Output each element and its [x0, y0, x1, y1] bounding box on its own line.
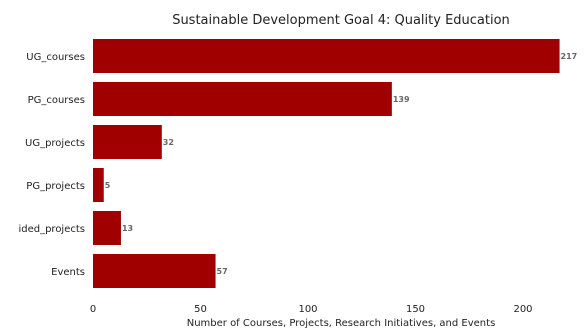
- category-label: PG_projects: [26, 181, 85, 192]
- category-labels-group: UG_courses PG_courses UG_projects PG_projec…: [18, 52, 85, 278]
- chart-title: Sustainable Development Goal 4: Quality …: [172, 13, 510, 28]
- bar-PG_courses: [93, 82, 392, 116]
- x-tick-label: 100: [298, 304, 317, 315]
- bars-group: [93, 39, 560, 288]
- bar-PG_projects: [93, 168, 104, 202]
- category-label: Events: [51, 267, 85, 278]
- bar-UG_courses: [93, 39, 560, 73]
- data-label: 13: [122, 224, 133, 233]
- data-label: 5: [105, 181, 111, 190]
- x-tick-label: 200: [513, 304, 532, 315]
- category-label: UG_courses: [26, 52, 85, 63]
- x-axis-title: Number of Courses, Projects, Research In…: [187, 318, 496, 328]
- category-label: ided_projects: [18, 224, 85, 235]
- x-tick-label: 0: [90, 304, 96, 315]
- data-label: 217: [561, 52, 578, 61]
- category-label: PG_courses: [28, 95, 85, 106]
- x-axis-ticks-group: 0 50 100 150 200: [90, 304, 533, 315]
- data-label: 57: [217, 267, 228, 276]
- bar-Events: [93, 254, 216, 288]
- x-tick-label: 50: [194, 304, 207, 315]
- x-tick-label: 150: [406, 304, 425, 315]
- bar-UG_projects: [93, 125, 162, 159]
- data-label: 32: [163, 138, 174, 147]
- bar-Funded_projects: [93, 211, 121, 245]
- data-labels-group: 217 139 32 5 13 57: [105, 52, 578, 276]
- category-label: UG_projects: [25, 138, 85, 149]
- data-label: 139: [393, 95, 410, 104]
